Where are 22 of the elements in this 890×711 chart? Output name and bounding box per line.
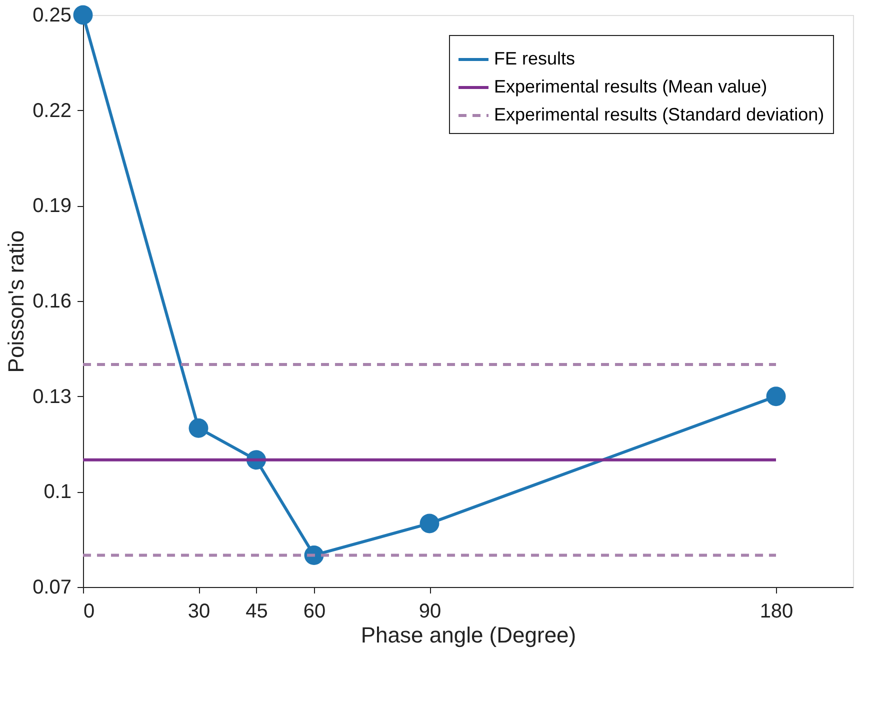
y-tick-label: 0.13 [32, 386, 72, 408]
y-tick-label: 0.07 [32, 576, 72, 598]
y-axis-title: Poisson's ratio [4, 230, 29, 373]
x-axis-title: Phase angle (Degree) [360, 622, 576, 648]
y-tick-label: 0.22 [32, 100, 72, 122]
y-tick-label: 0.25 [32, 4, 72, 26]
x-tick-label: 90 [418, 600, 442, 622]
legend-label: Experimental results (Mean value) [494, 76, 768, 96]
x-tick-label: 30 [188, 600, 210, 622]
point [420, 514, 440, 534]
legend-label: Experimental results (Standard deviation) [494, 104, 824, 124]
y-tick-label: 0.19 [32, 195, 72, 218]
x-tick-label: 45 [246, 600, 268, 622]
y-tick-label: 0.1 [44, 481, 72, 504]
legend-label: FE results [494, 48, 576, 68]
y-tick-label: 0.16 [32, 290, 72, 312]
point [766, 386, 786, 406]
point [188, 418, 208, 438]
point [73, 5, 93, 25]
x-tick-label: 60 [303, 600, 326, 622]
x-tick-label: 180 [760, 600, 794, 622]
x-tick-label: 0 [84, 600, 95, 622]
